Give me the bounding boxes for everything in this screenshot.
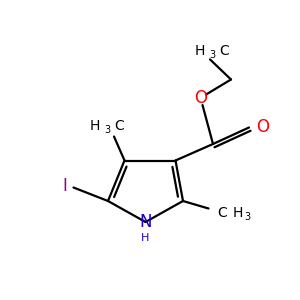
Text: O: O — [256, 118, 269, 136]
Text: C: C — [115, 119, 124, 133]
Text: N: N — [139, 213, 152, 231]
Text: I: I — [62, 177, 67, 195]
Text: 3: 3 — [209, 50, 215, 60]
Text: O: O — [194, 89, 208, 107]
Text: 3: 3 — [104, 124, 110, 135]
Text: H: H — [232, 206, 243, 220]
Text: C: C — [220, 44, 230, 58]
Text: H: H — [141, 232, 150, 243]
Text: H: H — [195, 44, 206, 58]
Text: H: H — [90, 119, 101, 133]
Text: 3: 3 — [244, 212, 250, 222]
Text: C: C — [218, 206, 227, 220]
